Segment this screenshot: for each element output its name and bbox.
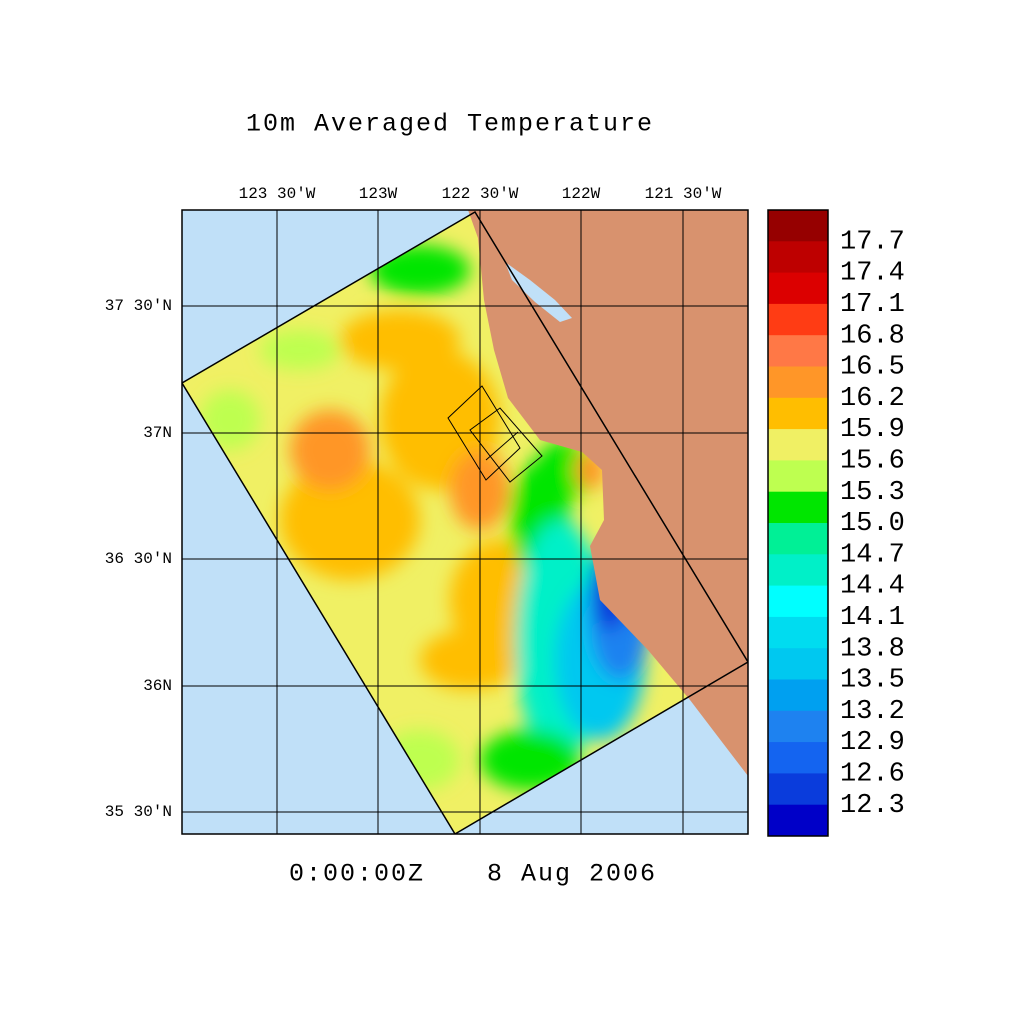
colorbar-swatch <box>768 554 828 587</box>
longitude-label: 122W <box>562 185 601 203</box>
colorbar-swatch <box>768 272 828 305</box>
colorbar-swatch <box>768 804 828 837</box>
longitude-labels: 123 30'W 123W 122 30'W 122W 121 30'W <box>239 185 722 203</box>
colorbar-swatch <box>768 616 828 649</box>
colorbar-swatch <box>768 585 828 618</box>
colorbar-swatch <box>768 335 828 367</box>
colorbar-label: 17.7 <box>840 227 905 257</box>
colorbar-label: 14.7 <box>840 540 905 570</box>
longitude-label: 122 30'W <box>442 185 519 203</box>
time-label: 0:00:00Z <box>289 860 425 889</box>
longitude-label: 123W <box>359 185 398 203</box>
colorbar-label: 16.2 <box>840 384 905 414</box>
colorbar-swatch <box>768 241 828 274</box>
colorbar-swatch <box>768 210 828 242</box>
colorbar-swatch <box>768 710 828 743</box>
nested-domain <box>447 385 521 481</box>
latitude-label: 36N <box>143 677 172 695</box>
longitude-label: 123 30'W <box>239 185 316 203</box>
colorbar-label: 13.2 <box>840 697 905 727</box>
colorbar-label: 12.9 <box>840 728 905 758</box>
latitude-label: 37N <box>143 424 172 442</box>
colorbar-label: 15.6 <box>840 447 905 477</box>
map-frame <box>181 209 749 835</box>
colorbar-frame <box>767 209 829 837</box>
colorbar-label: 16.8 <box>840 321 905 351</box>
land <box>468 210 748 776</box>
colorbar-swatch <box>768 523 828 555</box>
colorbar-swatch <box>768 773 828 806</box>
longitude-label: 121 30'W <box>645 185 722 203</box>
colorbar-swatch <box>768 648 828 680</box>
colorbar-swatch <box>768 491 828 524</box>
map-title: 10m Averaged Temperature <box>246 110 654 139</box>
colorbar-label: 13.5 <box>840 666 905 696</box>
graticule <box>182 210 748 834</box>
colorbar-label: 17.1 <box>840 290 905 320</box>
colorbar-label: 12.3 <box>840 791 905 821</box>
colorbar-swatch <box>768 460 828 493</box>
date-label: 8 Aug 2006 <box>487 860 657 889</box>
colorbar-label: 16.5 <box>840 353 905 383</box>
colorbar-swatch <box>768 397 828 430</box>
colorbar-label: 14.4 <box>840 572 905 602</box>
colorbar: 17.717.417.116.816.516.215.915.615.315.0… <box>767 209 905 837</box>
colorbar-swatch <box>768 366 828 399</box>
colorbar-label: 15.9 <box>840 415 905 445</box>
colorbar-label: 12.6 <box>840 760 905 790</box>
latitude-label: 35 30'N <box>105 803 172 821</box>
latitude-label: 36 30'N <box>105 550 172 568</box>
colorbar-label: 17.4 <box>840 259 905 289</box>
nested-domain <box>485 431 519 461</box>
colorbar-label: 15.3 <box>840 478 905 508</box>
latitude-label: 37 30'N <box>105 297 172 315</box>
colorbar-label: 14.1 <box>840 603 905 633</box>
colorbar-label: 13.8 <box>840 634 905 664</box>
colorbar-swatch <box>768 429 828 461</box>
domain-outline <box>182 210 748 834</box>
colorbar-swatch <box>768 679 828 712</box>
colorbar-swatch <box>768 303 828 336</box>
bay <box>505 262 572 322</box>
map-area <box>182 210 748 834</box>
nested-domain <box>469 407 543 483</box>
latitude-labels: 37 30'N 37N 36 30'N 36N 35 30'N <box>105 297 172 821</box>
colorbar-swatch <box>768 742 828 774</box>
colorbar-label: 15.0 <box>840 509 905 539</box>
